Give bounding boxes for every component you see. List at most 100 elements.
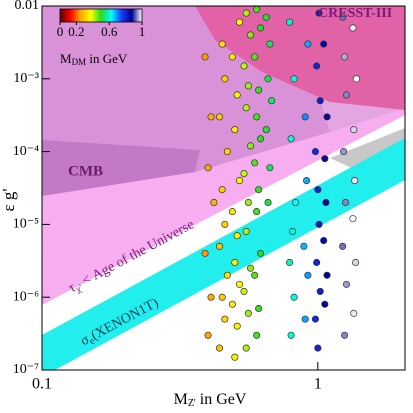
data-point: [235, 177, 244, 185]
x-axis-label: MZ' in GeV: [174, 391, 247, 410]
data-point: [221, 315, 229, 323]
data-point: [323, 271, 331, 279]
data-point: [201, 53, 209, 61]
data-point: [257, 249, 265, 257]
data-point: [264, 75, 272, 83]
label-part: e: [88, 336, 98, 348]
colorbar-tick-label: 0: [57, 24, 64, 39]
data-point: [349, 215, 357, 223]
data-point: [233, 322, 241, 330]
points: [201, 6, 360, 361]
data-point: [314, 344, 322, 352]
data-point: [231, 126, 239, 134]
data-point: [314, 186, 322, 194]
data-point: [301, 113, 309, 121]
data-point: [302, 177, 311, 185]
label-part: M: [60, 51, 72, 66]
data-point: [349, 24, 357, 32]
data-point: [246, 142, 255, 150]
label-part: χ': [73, 283, 85, 296]
data-point: [316, 97, 324, 105]
data-point: [240, 169, 248, 178]
data-point: [204, 164, 212, 172]
label-part: in GeV: [196, 391, 247, 408]
data-point: [244, 198, 252, 207]
data-point: [242, 104, 250, 112]
data-point: [352, 258, 360, 267]
data-point: [264, 198, 272, 207]
data-point: [240, 62, 248, 70]
data-point: [311, 148, 319, 156]
data-point: [233, 91, 241, 99]
data-point: [290, 293, 298, 301]
data-point: [262, 13, 270, 21]
data-point: [244, 309, 252, 317]
x-tick-label: 0.1: [32, 376, 52, 393]
cresst-label: CRESST-III: [318, 6, 392, 21]
data-point: [352, 75, 360, 83]
x-tick-label: 1: [314, 376, 322, 393]
data-point: [228, 53, 236, 61]
data-point: [350, 126, 358, 134]
data-point: [339, 242, 347, 250]
data-point: [341, 198, 350, 207]
data-point: [342, 91, 351, 99]
data-point: [231, 353, 239, 361]
data-point: [291, 198, 300, 207]
data-point: [351, 177, 359, 185]
data-point: [235, 280, 244, 288]
data-point: [287, 135, 295, 143]
xenon-band: [42, 138, 405, 370]
cmb-dark-region: [42, 140, 200, 196]
data-point: [255, 86, 263, 94]
data-point: [253, 6, 261, 13]
data-point: [268, 97, 276, 105]
y-tick-label: 0.01: [15, 0, 40, 13]
data-point: [322, 198, 330, 207]
plot-frame: [41, 5, 406, 371]
colorbar-label: MDM in GeV: [60, 51, 128, 67]
data-point: [210, 198, 218, 207]
data-point: [246, 31, 255, 39]
data-point: [320, 237, 328, 245]
data-point: [311, 315, 319, 323]
data-point: [315, 220, 323, 228]
data-point: [304, 271, 312, 279]
regions: [42, 6, 405, 370]
data-point: [235, 18, 244, 26]
data-point: [251, 53, 259, 61]
data-point: [301, 315, 309, 323]
data-point: [313, 258, 321, 267]
data-point: [215, 113, 224, 121]
data-point: [321, 155, 329, 163]
data-point: [215, 242, 224, 250]
y-tick-label: 10⁻⁷: [13, 362, 39, 377]
data-point: [253, 208, 261, 216]
data-point: [215, 344, 224, 352]
data-point: [323, 113, 331, 121]
data-point: [251, 271, 259, 279]
data-point: [266, 40, 274, 48]
data-point: [316, 287, 324, 295]
data-point: [244, 82, 252, 90]
colorbar-tick-label: 1: [139, 24, 146, 39]
data-point: [342, 280, 351, 288]
cmb-label: CMB: [68, 163, 103, 179]
data-point: [315, 9, 323, 17]
data-point: [218, 293, 226, 301]
data-point: [290, 75, 298, 83]
y-tick-label: 10⁻³: [13, 71, 39, 86]
data-point: [231, 258, 239, 267]
cresst-region: [195, 6, 405, 110]
y-axis-label: ε g': [0, 189, 18, 212]
data-point: [340, 148, 348, 156]
data-point: [313, 62, 321, 70]
data-point: [246, 264, 255, 272]
colorbar-tick-label: 0.6: [101, 24, 118, 39]
data-point: [221, 75, 229, 83]
data-point: [287, 331, 295, 339]
data-point: [233, 232, 241, 240]
data-point: [262, 126, 270, 134]
y-tick-label: 10⁻⁶: [13, 289, 39, 304]
